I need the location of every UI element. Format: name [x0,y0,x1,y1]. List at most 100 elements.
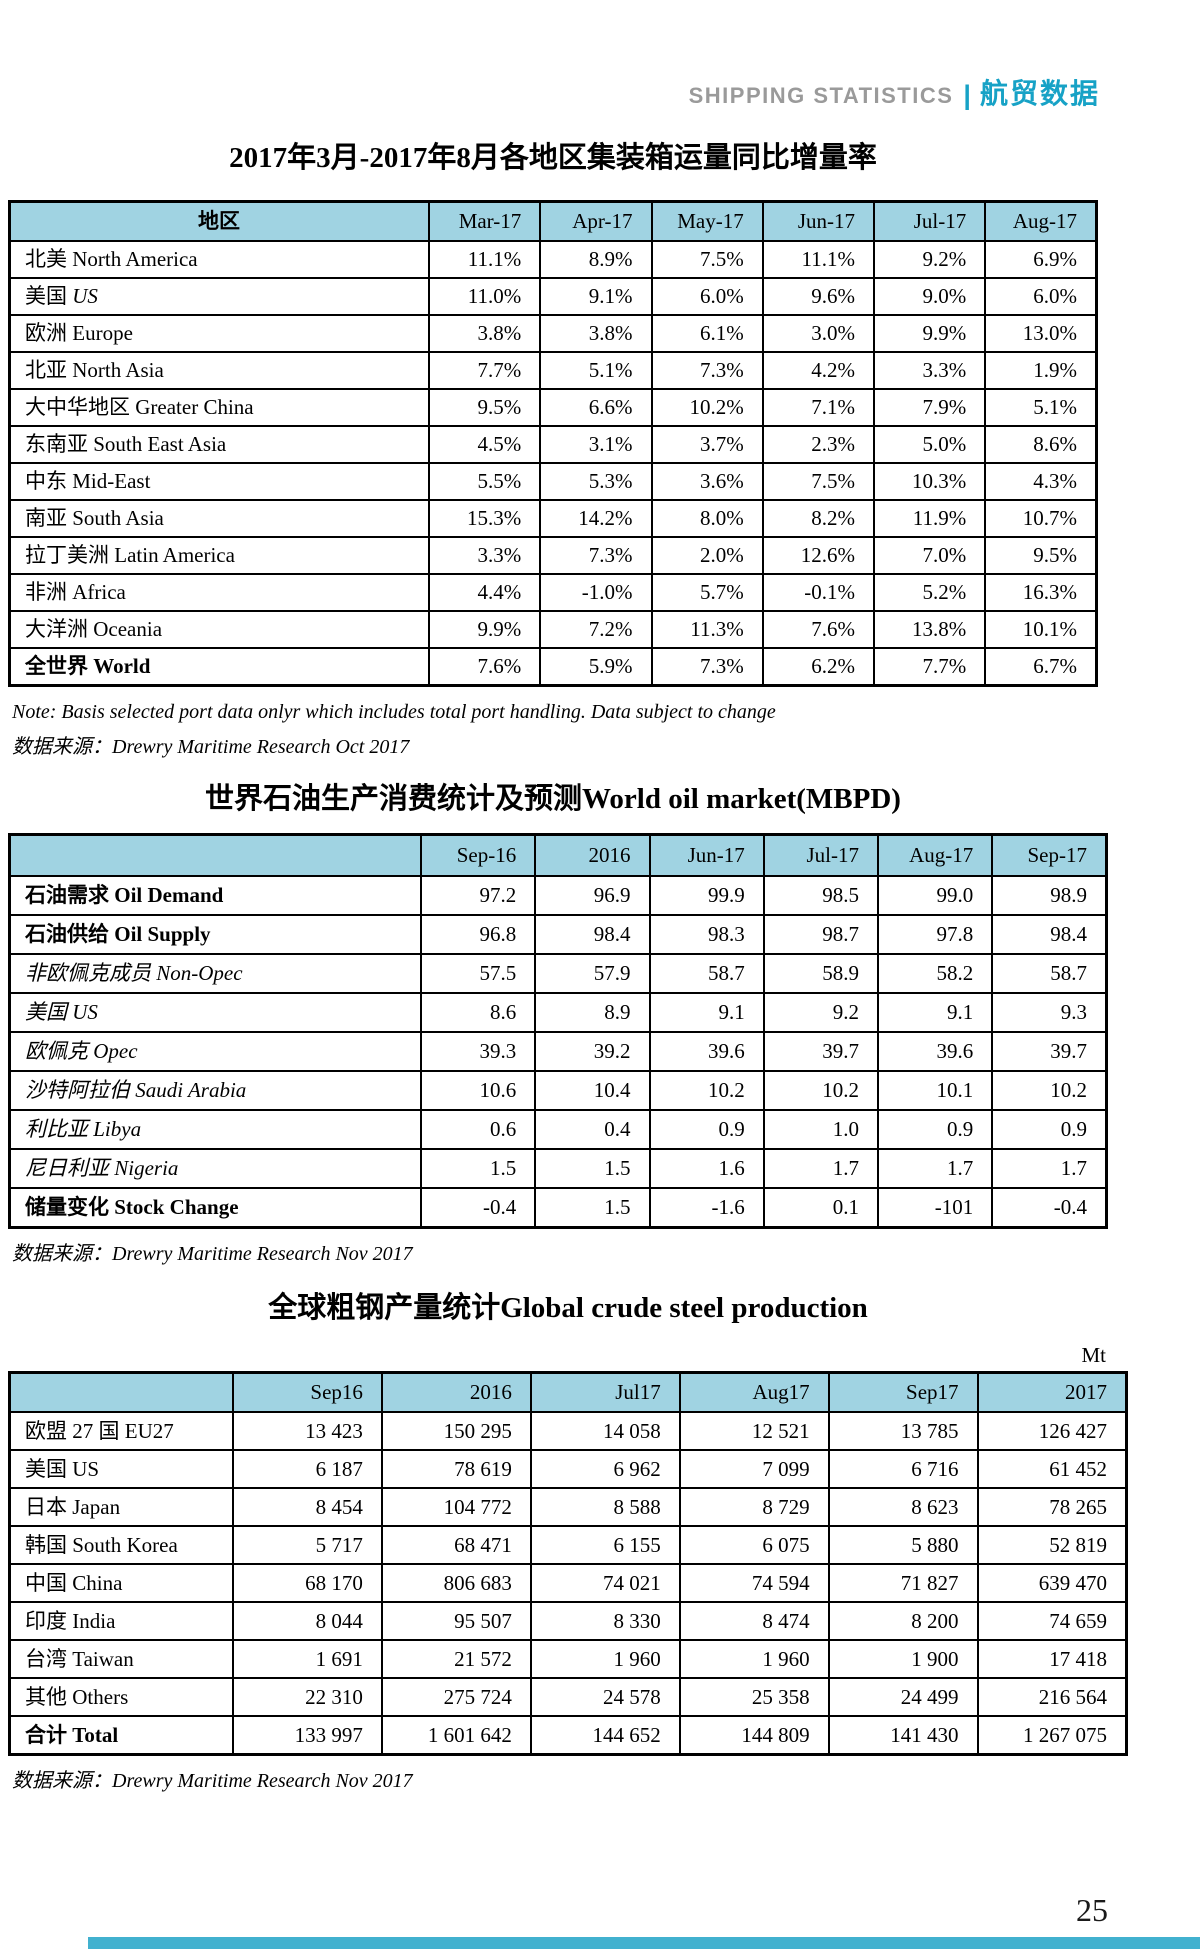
cell-value: 1.5 [534,1148,651,1189]
row-label-en: South Asia [67,506,164,530]
row-label-zh: 韩国 [25,1533,67,1557]
row-label-en: Greater China [130,395,254,419]
cell-value: 10.4 [534,1070,651,1111]
row-label-zh: 储量变化 [25,1195,109,1219]
row-label-en: North America [67,247,198,271]
cell-value: 11.0% [427,277,542,316]
cell-value: 6 155 [529,1525,681,1565]
row-label-en: Libya [88,1117,142,1141]
cell-value: 24 578 [529,1677,681,1717]
col-header: Mar-17 [427,200,542,242]
cell-value: 22 310 [232,1677,383,1717]
page-number: 25 [1076,1892,1108,1928]
row-label-zh: 欧洲 [25,321,67,345]
row-label: 全世界 World [8,647,430,687]
cell-value: 7.2% [539,610,653,649]
cell-value: 95 507 [380,1601,532,1641]
row-label-en: South Korea [67,1533,178,1557]
row-label: 欧佩克 Opec [8,1031,422,1072]
cell-value: 98.7 [762,914,880,955]
cell-value: 5 880 [827,1525,979,1565]
cell-value: 7.0% [872,536,987,575]
cell-value: 126 427 [976,1411,1128,1451]
row-label-en: Mid-East [67,469,151,493]
cell-value: 39.3 [419,1031,537,1072]
row-label: 储量变化 Stock Change [8,1187,422,1229]
cell-value: 1 900 [827,1639,979,1679]
cell-value: 10.3% [872,462,987,501]
cell-value: 12 521 [678,1411,830,1451]
cell-value: 10.1 [876,1070,994,1111]
cell-value: 97.2 [419,875,537,916]
cell-value: -0.4 [991,1187,1108,1229]
table-row: 南亚 South Asia 15.3% 14.2% 8.0% 8.2% 11.9% 10.7… [8,499,1098,538]
col-header: Apr-17 [539,200,653,242]
cell-value: 216 564 [976,1677,1128,1717]
row-label-en: Non-Opec [151,961,243,985]
cell-value: 11.9% [872,499,987,538]
table-row: 韩国 South Korea 5 717 68 471 6 155 6 075 5 880… [8,1525,1128,1565]
cell-value: 8.0% [650,499,764,538]
table-row: 欧洲 Europe 3.8% 3.8% 6.1% 3.0% 9.9% 13.0% [8,314,1098,353]
cell-value: 0.4 [534,1109,651,1150]
cell-value: 16.3% [984,573,1098,612]
cell-value: 7.6% [427,647,542,687]
cell-value: 6.1% [650,314,764,353]
row-label-zh: 台湾 [25,1647,67,1671]
cell-value: 9.5% [427,388,542,427]
row-label: 北亚 North Asia [8,351,430,390]
cell-value: 9.3 [991,992,1108,1033]
cell-value: 133 997 [232,1715,383,1756]
cell-value: 3.8% [539,314,653,353]
cell-value: 6 075 [678,1525,830,1565]
table-row: 印度 India 8 044 95 507 8 330 8 474 8 200 74 659 [8,1601,1128,1641]
row-label: 沙特阿拉伯 Saudi Arabia [8,1070,422,1111]
cell-value: 11.1% [427,240,542,279]
cell-value: 1.7 [762,1148,880,1189]
cell-value: 13 423 [232,1411,383,1451]
cell-value: 98.5 [762,875,880,916]
row-label-en: Total [67,1723,119,1747]
oil-market-table: Sep-16 2016 Jun-17 Jul-17 Aug-17 Sep-17 石油需求 … [8,833,1108,1229]
cell-value: 58.7 [991,953,1108,994]
row-label-zh: 美国 [25,1000,67,1024]
cell-value: 6.0% [984,277,1098,316]
cell-value: 12.6% [761,536,876,575]
cell-value: 8.9% [539,240,653,279]
cell-value: 6 187 [232,1449,383,1489]
unit-label: Mt [1081,1343,1106,1367]
header-row: Sep-16 2016 Jun-17 Jul-17 Aug-17 Sep-17 [8,833,1108,877]
row-label: 欧洲 Europe [8,314,430,353]
cell-value: 9.1% [539,277,653,316]
col-header: May-17 [650,200,764,242]
row-label: 中东 Mid-East [8,462,430,501]
cell-value: 3.8% [427,314,542,353]
cell-value: 0.6 [419,1109,537,1150]
col-header: Jul-17 [872,200,987,242]
row-label-en: Others [67,1685,129,1709]
cell-value: 52 819 [976,1525,1128,1565]
row-label-zh: 拉丁美洲 [25,543,109,567]
table-row: 欧盟 27 国 EU27 13 423 150 295 14 058 12 521 13 … [8,1411,1128,1451]
brand-divider: | [963,80,971,110]
cell-value: 7.5% [650,240,764,279]
cell-value: 10.7% [984,499,1098,538]
cell-value: 8.6 [419,992,537,1033]
row-label-zh: 大中华地区 [25,395,130,419]
cell-value: 1.7 [991,1148,1108,1189]
cell-value: 10.6 [419,1070,537,1111]
section2-title: 世界石油生产消费统计及预测World oil market(MBPD) [205,783,901,815]
cell-value: 25 358 [678,1677,830,1717]
row-label: 美国 US [8,992,422,1033]
cell-value: 639 470 [976,1563,1128,1603]
cell-value: 68 170 [232,1563,383,1603]
row-label-zh: 中东 [25,469,67,493]
cell-value: -101 [876,1187,994,1229]
table-row: 台湾 Taiwan 1 691 21 572 1 960 1 960 1 900 17 41… [8,1639,1128,1679]
steel-production-table: Sep16 2016 Jul17 Aug17 Sep17 2017 欧盟 27 国 EU2… [8,1371,1128,1756]
cell-value: 7.3% [650,351,764,390]
cell-value: 6.0% [650,277,764,316]
row-label: 其他 Others [8,1677,234,1717]
row-label-en: India [67,1609,116,1633]
table-row: 拉丁美洲 Latin America 3.3% 7.3% 2.0% 12.6% 7.0% 9… [8,536,1098,575]
